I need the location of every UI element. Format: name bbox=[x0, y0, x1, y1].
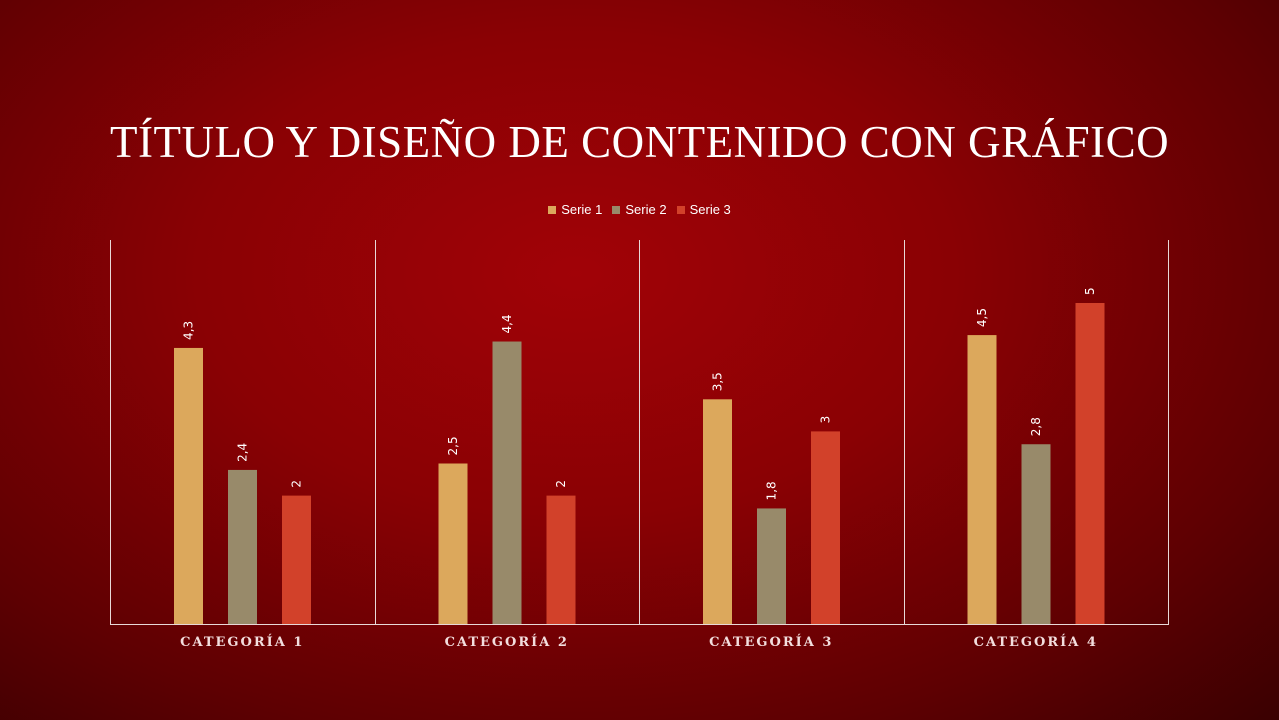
category-label: CATEGORÍA 2 bbox=[445, 634, 569, 650]
legend-label-serie-3: Serie 3 bbox=[689, 202, 731, 217]
bar-3-3 bbox=[811, 431, 840, 624]
category-label: CATEGORÍA 4 bbox=[974, 634, 1098, 650]
legend-swatch-serie-2 bbox=[612, 205, 621, 214]
data-label: 5 bbox=[1083, 287, 1097, 295]
data-label: 2,5 bbox=[446, 436, 460, 455]
bar-3-1 bbox=[282, 495, 311, 624]
bar-1-2 bbox=[438, 463, 468, 624]
legend-label-serie-1: Serie 1 bbox=[561, 202, 603, 217]
bar-3-4 bbox=[1075, 303, 1105, 624]
legend-swatch-serie-1 bbox=[548, 205, 557, 214]
data-label: 4,5 bbox=[975, 308, 989, 327]
bar-2-3 bbox=[757, 508, 786, 624]
data-label: 2,4 bbox=[236, 443, 250, 462]
legend-swatch-serie-3 bbox=[676, 205, 685, 214]
legend-item-serie-2: Serie 2 bbox=[612, 202, 667, 217]
bar-2-4 bbox=[1021, 444, 1051, 624]
category-label: CATEGORÍA 1 bbox=[180, 634, 304, 650]
chart-legend: Serie 1 Serie 2 Serie 3 bbox=[0, 202, 1279, 217]
bar-1-1 bbox=[174, 347, 203, 624]
legend-item-serie-3: Serie 3 bbox=[676, 202, 731, 217]
legend-label-serie-2: Serie 2 bbox=[625, 202, 667, 217]
data-label: 2 bbox=[290, 480, 304, 488]
category-label: CATEGORÍA 3 bbox=[709, 634, 833, 650]
data-label: 4,4 bbox=[500, 314, 514, 333]
data-label: 4,3 bbox=[182, 321, 196, 340]
slide-title: TÍTULO Y DISEÑO DE CONTENIDO CON GRÁFICO bbox=[110, 117, 1170, 167]
data-label: 3 bbox=[819, 416, 833, 424]
bar-2-2 bbox=[492, 341, 522, 624]
bar-1-3 bbox=[703, 399, 732, 624]
legend-item-serie-1: Serie 1 bbox=[548, 202, 602, 217]
data-label: 3,5 bbox=[711, 372, 725, 391]
data-label: 1,8 bbox=[765, 481, 779, 500]
data-label: 2,8 bbox=[1029, 417, 1043, 436]
bar-2-1 bbox=[228, 469, 257, 624]
bar-3-2 bbox=[546, 495, 576, 624]
bar-1-4 bbox=[967, 335, 997, 624]
data-label: 2 bbox=[554, 480, 568, 488]
